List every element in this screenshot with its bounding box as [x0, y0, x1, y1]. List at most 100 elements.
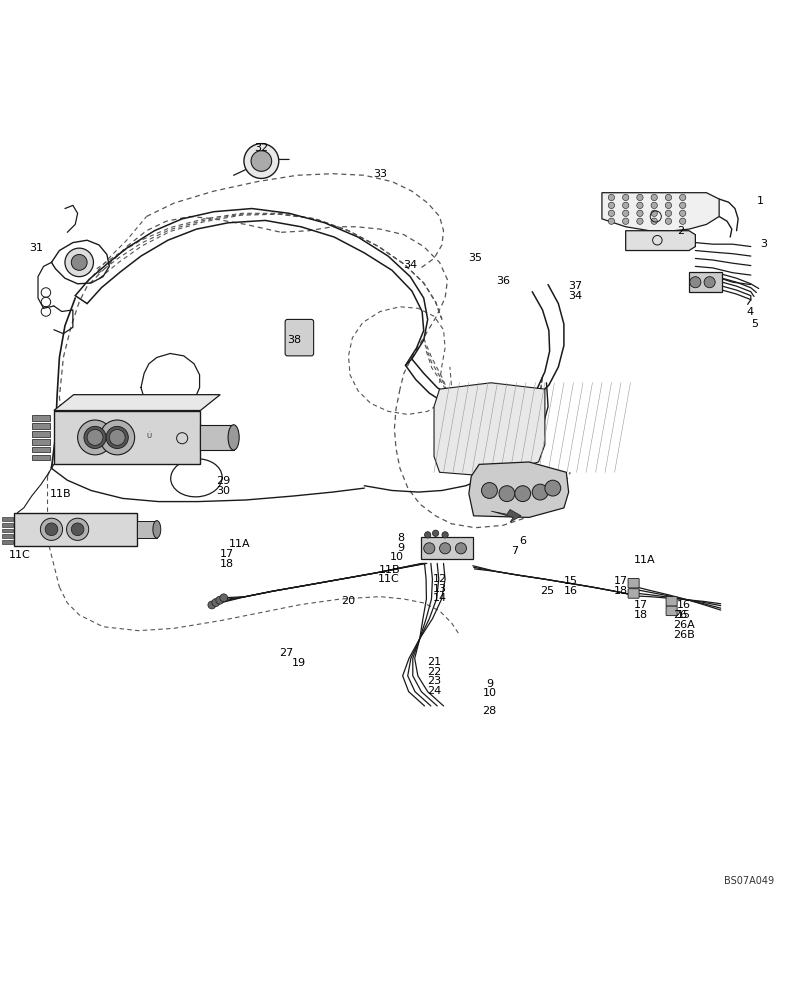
Text: 9: 9 — [486, 679, 493, 689]
Text: 27: 27 — [280, 648, 294, 658]
Text: 21: 21 — [427, 657, 441, 667]
Polygon shape — [32, 439, 50, 445]
Text: 17: 17 — [614, 576, 628, 586]
Circle shape — [499, 486, 515, 502]
Polygon shape — [491, 510, 521, 522]
Circle shape — [651, 210, 657, 216]
Text: 7: 7 — [512, 546, 518, 556]
Circle shape — [680, 194, 686, 201]
Polygon shape — [689, 272, 722, 292]
Polygon shape — [14, 513, 137, 546]
Text: 13: 13 — [433, 584, 447, 594]
Text: 26B: 26B — [673, 630, 695, 640]
Text: 29: 29 — [216, 476, 230, 486]
Circle shape — [608, 218, 615, 224]
Text: 18: 18 — [220, 559, 234, 569]
Text: 17: 17 — [220, 549, 234, 559]
Text: 25: 25 — [540, 586, 554, 596]
FancyBboxPatch shape — [285, 319, 314, 356]
Circle shape — [424, 543, 435, 554]
Circle shape — [71, 254, 87, 270]
Text: 19: 19 — [292, 658, 307, 668]
FancyBboxPatch shape — [628, 578, 639, 588]
Circle shape — [665, 202, 672, 209]
Text: 6: 6 — [520, 536, 526, 546]
Text: 10: 10 — [390, 552, 404, 562]
Circle shape — [637, 210, 643, 216]
Polygon shape — [434, 383, 545, 476]
Circle shape — [651, 218, 657, 224]
Text: 9: 9 — [397, 543, 404, 553]
Circle shape — [515, 486, 531, 502]
Text: 26A: 26A — [673, 620, 695, 630]
Text: 22: 22 — [427, 667, 441, 677]
Circle shape — [608, 194, 615, 201]
Ellipse shape — [153, 521, 161, 538]
Circle shape — [455, 543, 466, 554]
Circle shape — [623, 194, 629, 201]
Circle shape — [545, 480, 561, 496]
Circle shape — [623, 210, 629, 216]
Ellipse shape — [228, 425, 239, 450]
Polygon shape — [32, 431, 50, 437]
FancyBboxPatch shape — [666, 606, 677, 616]
Polygon shape — [2, 529, 13, 532]
Circle shape — [215, 596, 224, 604]
Polygon shape — [2, 540, 13, 544]
Text: BS07A049: BS07A049 — [725, 876, 775, 886]
Circle shape — [251, 151, 272, 171]
Text: 16: 16 — [677, 600, 691, 610]
Text: 34: 34 — [569, 291, 583, 301]
Text: 34: 34 — [403, 260, 417, 270]
Circle shape — [637, 202, 643, 209]
Text: 11C: 11C — [379, 574, 400, 584]
Circle shape — [87, 430, 103, 445]
Circle shape — [637, 218, 643, 224]
Text: 2: 2 — [677, 226, 684, 236]
Text: 30: 30 — [216, 486, 230, 496]
Text: 11B: 11B — [50, 489, 71, 499]
Text: 24: 24 — [427, 686, 441, 696]
Text: 32: 32 — [254, 143, 268, 153]
FancyBboxPatch shape — [666, 597, 677, 606]
Circle shape — [680, 218, 686, 224]
Circle shape — [244, 144, 279, 178]
Circle shape — [212, 599, 220, 607]
Circle shape — [71, 523, 84, 536]
Circle shape — [690, 277, 701, 288]
Circle shape — [45, 523, 58, 536]
Text: 3: 3 — [760, 239, 767, 249]
Text: 33: 33 — [373, 169, 387, 179]
Polygon shape — [2, 534, 13, 538]
Circle shape — [637, 194, 643, 201]
Circle shape — [623, 218, 629, 224]
Circle shape — [425, 532, 431, 538]
Text: 37: 37 — [569, 281, 583, 291]
Text: 4: 4 — [746, 307, 753, 317]
Text: 23: 23 — [427, 676, 441, 686]
Circle shape — [208, 601, 215, 609]
Text: 35: 35 — [468, 253, 482, 263]
Circle shape — [440, 543, 451, 554]
Polygon shape — [54, 411, 200, 464]
Text: 17: 17 — [634, 600, 648, 610]
Circle shape — [482, 483, 497, 498]
Text: 20: 20 — [341, 596, 356, 606]
Polygon shape — [2, 523, 13, 527]
Text: 11A: 11A — [229, 539, 250, 549]
Text: 11A: 11A — [634, 555, 655, 565]
Circle shape — [665, 194, 672, 201]
Circle shape — [65, 248, 93, 277]
Circle shape — [623, 202, 629, 209]
Polygon shape — [2, 517, 13, 521]
Text: 14: 14 — [433, 593, 447, 603]
Polygon shape — [626, 231, 695, 251]
Circle shape — [665, 210, 672, 216]
Polygon shape — [421, 537, 473, 559]
Circle shape — [442, 532, 448, 538]
Text: 11B: 11B — [379, 565, 400, 575]
Circle shape — [608, 202, 615, 209]
Circle shape — [100, 420, 135, 455]
Circle shape — [109, 430, 125, 445]
Circle shape — [680, 210, 686, 216]
